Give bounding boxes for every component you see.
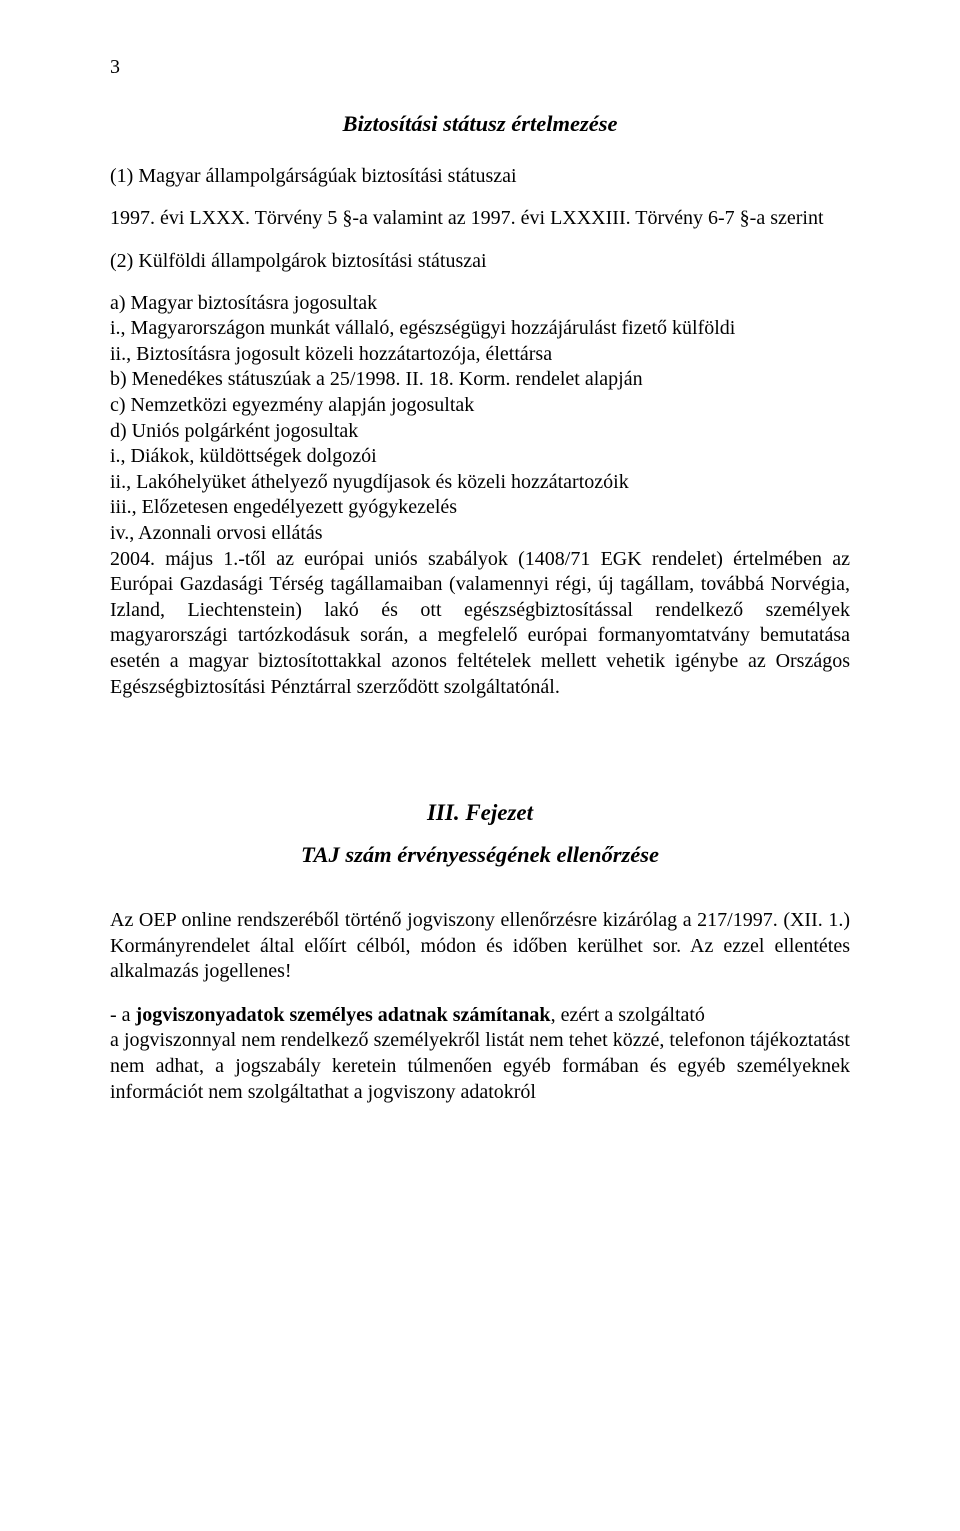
bullet-line1: - a jogviszonyadatok személyes adatnak s… bbox=[110, 1003, 850, 1029]
long-paragraph: 2004. május 1.-től az európai uniós szab… bbox=[110, 547, 850, 701]
group2-heading: (2) Külföldi állampolgárok biztosítási s… bbox=[110, 250, 850, 273]
list-item-a-i: i., Magyarországon munkát vállaló, egész… bbox=[110, 316, 850, 342]
list-item-d-ii: ii., Lakóhelyüket áthelyező nyugdíjasok … bbox=[110, 470, 850, 496]
bullet-after: , ezért a szolgáltató bbox=[551, 1004, 705, 1026]
list-item-d-iv: iv., Azonnali orvosi ellátás bbox=[110, 521, 850, 547]
list-item-d: d) Uniós polgárként jogosultak bbox=[110, 419, 850, 445]
list-item-a: a) Magyar biztosításra jogosultak bbox=[110, 291, 850, 317]
bullet-line2: a jogviszonnyal nem rendelkező személyek… bbox=[110, 1028, 850, 1105]
list-item-d-i: i., Diákok, küldöttségek dolgozói bbox=[110, 444, 850, 470]
section-title: Biztosítási státusz értelmezése bbox=[110, 111, 850, 137]
list-item-d-iii: iii., Előzetesen engedélyezett gyógykeze… bbox=[110, 495, 850, 521]
bullet-prefix: - a bbox=[110, 1004, 136, 1026]
page-number: 3 bbox=[110, 56, 850, 79]
list-block: a) Magyar biztosításra jogosultak i., Ma… bbox=[110, 291, 850, 701]
group1-law-ref: 1997. évi LXXX. Törvény 5 §-a valamint a… bbox=[110, 206, 850, 232]
document-page: 3 Biztosítási státusz értelmezése (1) Ma… bbox=[0, 0, 960, 1531]
list-item-c: c) Nemzetközi egyezmény alapján jogosult… bbox=[110, 393, 850, 419]
group1-heading: (1) Magyar állampolgárságúak biztosítási… bbox=[110, 165, 850, 188]
oep-paragraph: Az OEP online rendszeréből történő jogvi… bbox=[110, 908, 850, 985]
chapter3-subtitle: TAJ szám érvényességének ellenőrzése bbox=[110, 842, 850, 868]
bullet-bold: jogviszonyadatok személyes adatnak számí… bbox=[136, 1004, 551, 1026]
chapter3-title: III. Fejezet bbox=[110, 800, 850, 826]
list-item-a-ii: ii., Biztosításra jogosult közeli hozzát… bbox=[110, 342, 850, 368]
list-item-b: b) Menedékes státuszúak a 25/1998. II. 1… bbox=[110, 367, 850, 393]
